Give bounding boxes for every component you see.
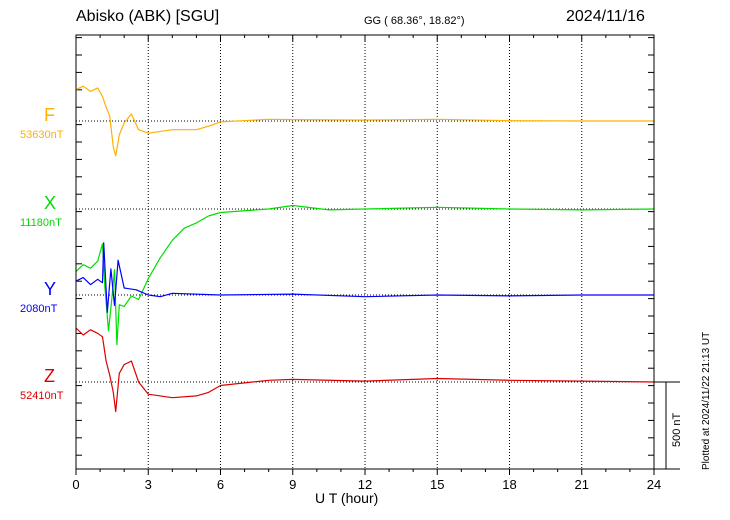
- x-tick-label: 6: [216, 477, 225, 492]
- x-tick-label: 15: [430, 477, 445, 492]
- x-tick-label: 3: [144, 477, 152, 492]
- series-line-z: [75, 327, 655, 413]
- component-label-f: F: [44, 105, 55, 125]
- x-tick-label: 0: [72, 477, 80, 492]
- plot-frame: [75, 34, 655, 470]
- x-tick-label: 9: [289, 477, 297, 492]
- plotted-timestamp: Plotted at 2024/11/22 21:13 UT: [701, 331, 712, 470]
- date-label: 2024/11/16: [566, 8, 645, 25]
- x-tick-label: 18: [502, 477, 517, 492]
- series-line-y: [75, 242, 654, 313]
- series-line-f: [75, 85, 654, 157]
- scale-bar-label: 500 nT: [671, 412, 683, 447]
- grid-lines: [76, 35, 654, 469]
- baseline-value-z: 52410nT: [20, 390, 64, 402]
- x-axis-label: U T (hour): [315, 490, 379, 506]
- x-tick-label: 12: [357, 477, 373, 492]
- coordinates-label: GG ( 68.36°, 18.82°): [364, 15, 465, 27]
- x-tick-label: 21: [574, 477, 590, 492]
- scale-bar: [654, 381, 680, 470]
- component-label-y: Y: [44, 279, 57, 299]
- axis-ticks: [75, 35, 655, 475]
- station-title: Abisko (ABK) [SGU]: [76, 8, 220, 25]
- series-line-x: [75, 204, 655, 346]
- component-label-x: X: [44, 193, 57, 213]
- baseline-value-y: 2080nT: [20, 303, 58, 315]
- x-tick-label: 24: [646, 477, 662, 492]
- component-label-z: Z: [44, 366, 55, 386]
- series-lines: [75, 85, 655, 413]
- baseline-value-x: 11180nT: [20, 217, 62, 229]
- baseline-value-f: 53630nT: [20, 129, 64, 141]
